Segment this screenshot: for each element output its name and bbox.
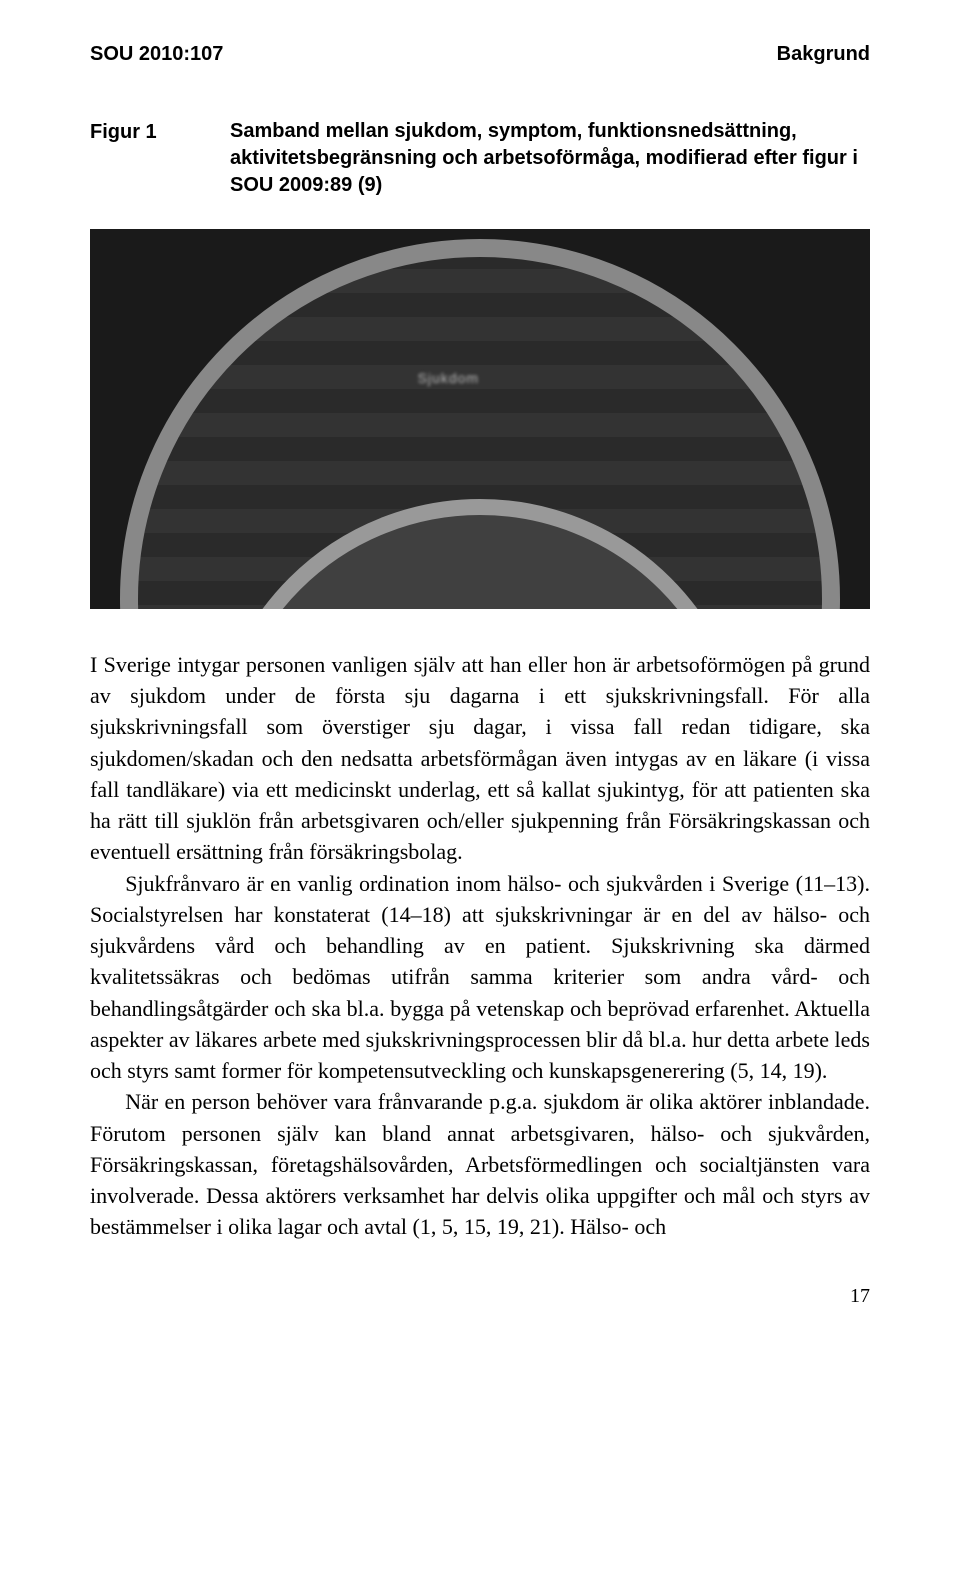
header-left: SOU 2010:107 xyxy=(90,40,223,68)
figure-inner-label: Sjukdom xyxy=(418,369,479,389)
figure-label: Figur 1 xyxy=(90,118,230,146)
paragraph-2: Sjukfrånvaro är en vanlig ordination ino… xyxy=(90,868,870,1087)
paragraph-3: När en person behöver vara frånvarande p… xyxy=(90,1086,870,1242)
header-right: Bakgrund xyxy=(777,40,870,68)
figure-heading: Figur 1 Samband mellan sjukdom, symptom,… xyxy=(90,118,870,199)
paragraph-1: I Sverige intygar personen vanligen själ… xyxy=(90,649,870,868)
page-number: 17 xyxy=(90,1282,870,1310)
figure-caption: Samband mellan sjukdom, symptom, funktio… xyxy=(230,118,870,199)
page-header: SOU 2010:107 Bakgrund xyxy=(90,40,870,68)
body-text: I Sverige intygar personen vanligen själ… xyxy=(90,649,870,1242)
figure-image: Sjukdom xyxy=(90,229,870,609)
